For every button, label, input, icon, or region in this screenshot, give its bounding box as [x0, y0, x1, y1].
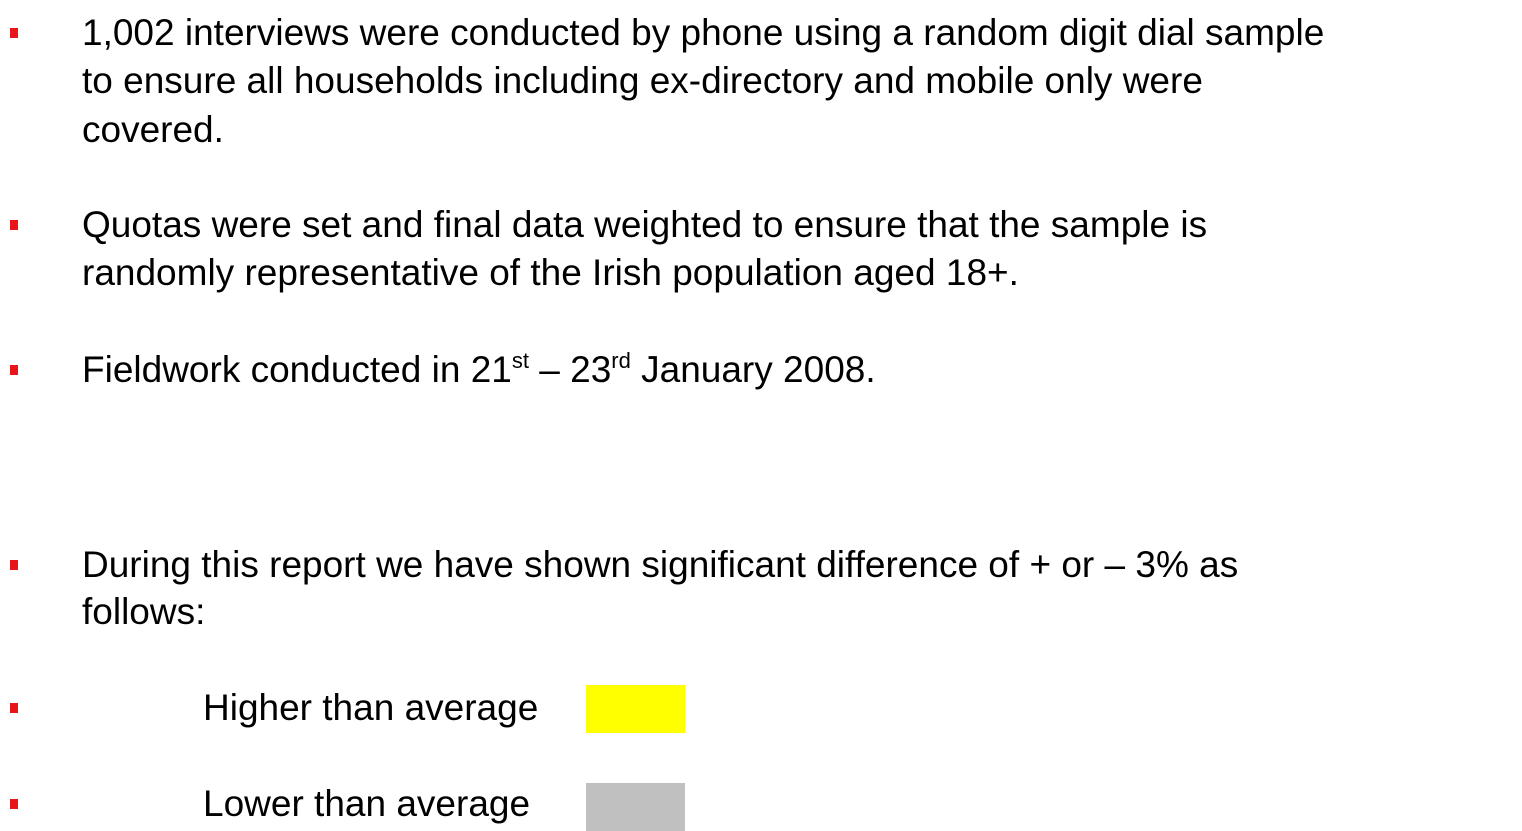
bullet: [10, 365, 18, 375]
text-line: Quotas were set and final data weighted …: [82, 204, 1208, 245]
bullet: [10, 560, 18, 570]
text-line: to ensure all households including ex-di…: [82, 60, 1203, 101]
text-line: randomly representative of the Irish pop…: [82, 252, 1019, 293]
text-line: covered.: [82, 109, 224, 150]
text-line: follows:: [82, 591, 206, 632]
superscript: st: [511, 348, 529, 373]
text: Fieldwork conducted in 21: [82, 349, 512, 390]
text-line: Fieldwork conducted in 21st – 23rd Janua…: [82, 346, 876, 394]
legend-label: Higher than average: [203, 687, 539, 728]
text-line: During this report we have shown signifi…: [82, 544, 1239, 585]
bullet: [10, 799, 18, 809]
legend-swatch: [586, 783, 685, 831]
bullet: [10, 220, 18, 230]
text: January 2008.: [630, 349, 876, 390]
text-line: 1,002 interviews were conducted by phone…: [82, 12, 1325, 53]
legend-label: Lower than average: [203, 783, 531, 824]
bullet: [10, 703, 18, 713]
bullet: [10, 28, 18, 38]
legend-swatch: [586, 685, 685, 733]
superscript: rd: [611, 348, 631, 373]
text: – 23: [528, 349, 612, 390]
